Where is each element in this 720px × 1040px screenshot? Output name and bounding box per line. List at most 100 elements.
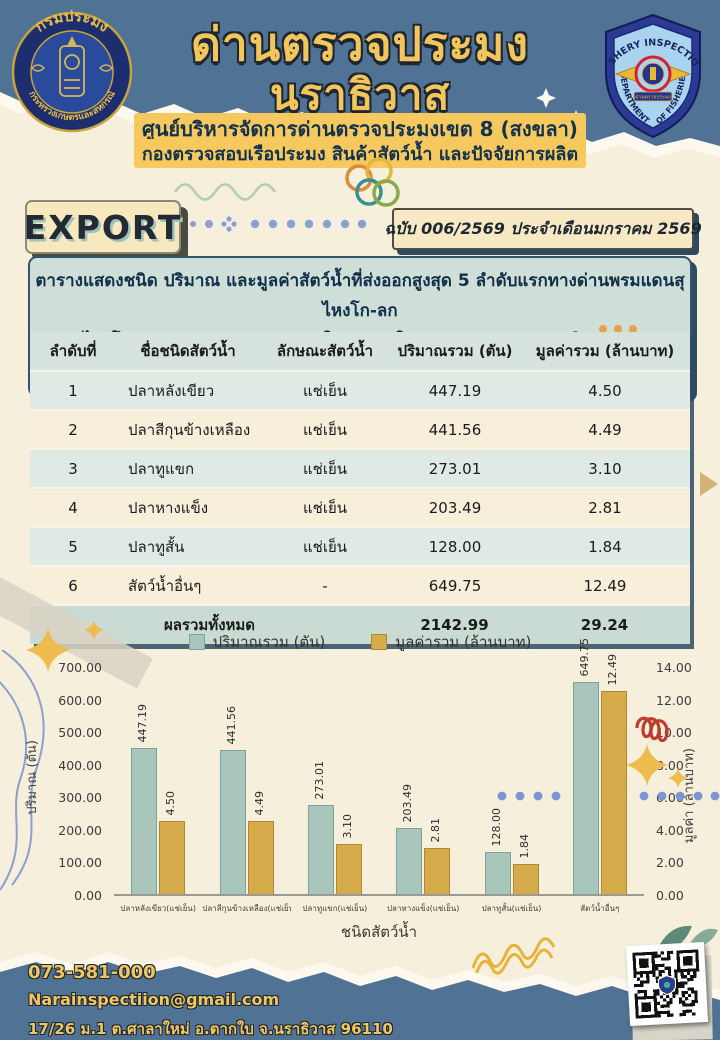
- bar-quantity: [396, 828, 422, 894]
- y-axis-tick-left: 0.00: [74, 888, 102, 903]
- y-axis-tick-right: 2.00: [656, 855, 684, 871]
- table-row: 4 ปลาหางแข็ง แช่เย็น 203.49 2.81: [30, 487, 690, 527]
- department-of-fisheries-logo: กรมประมง กระทรวงเกษตรและสหกรณ์: [10, 10, 134, 134]
- x-axis-category-label: ปลาหลังเขียว(แช่เย็น): [120, 904, 196, 913]
- cell-condition: แช่เย็น: [260, 526, 390, 566]
- bar-value-label: 2.81: [429, 817, 442, 843]
- column-header: ลักษณะสัตว์น้ำ: [260, 332, 390, 371]
- cell-no: 4: [30, 487, 116, 527]
- cell-no: 5: [30, 526, 116, 566]
- issue-number-box: ฉบับ 006/2569 ประจำเดือนมกราคม 2569: [384, 208, 702, 250]
- legend-label: มูลค่ารวม (ล้านบาท): [395, 633, 532, 651]
- cell-quantity: 203.49: [390, 487, 520, 527]
- table-row: 3 ปลาทูแขก แช่เย็น 273.01 3.10: [30, 448, 690, 488]
- description-line1: ตารางแสดงชนิด ปริมาณ และมูลค่าสัตว์น้ำที…: [35, 271, 685, 321]
- legend-swatch-icon: [188, 634, 205, 650]
- header: ด่านตรวจประมง นราธิวาส ศูนย์บริหารจัดการ…: [0, 0, 720, 175]
- bar-value-label: 441.56: [225, 705, 238, 745]
- legend-swatch-icon: [371, 634, 388, 650]
- table-row: 2 ปลาสีกุนข้างเหลือง แช่เย็น 441.56 4.49: [30, 409, 690, 449]
- footer-email: Narainspectiion@gmail.com: [28, 990, 280, 1009]
- column-header: ชื่อชนิดสัตว์น้ำ: [116, 332, 260, 371]
- cell-condition: -: [260, 565, 390, 605]
- y-axis-tick-left: 400.00: [58, 757, 102, 773]
- page-title-line2: นราธิวาส: [269, 70, 451, 119]
- x-axis-category-label: ปลาทูแขก(แช่เย็น): [302, 904, 368, 913]
- cell-species-name: ปลาหลังเขียว: [116, 370, 260, 410]
- fishery-inspection-badge: FISHERY INSPECTION DEPARTMENT OF FISHERI…: [598, 12, 708, 140]
- bar-value-label: 1.84: [518, 833, 531, 859]
- legend-item: มูลค่ารวม (ล้านบาท): [371, 630, 531, 654]
- x-axis-category-label: สัตว์น้ำอื่นๆ: [580, 904, 620, 913]
- table-body: 1 ปลาหลังเขียว แช่เย็น 447.19 4.50 2 ปลาสีกุนข…: [30, 370, 690, 605]
- x-axis-category-label: ปลาทูสั้น(แช่เย็น): [481, 904, 542, 913]
- x-axis-category-label: ปลาหางแข็ง(แช่เย็น): [386, 904, 460, 913]
- swirl-lines-icon: [0, 650, 45, 891]
- y-axis-tick-right: 4.00: [656, 822, 684, 838]
- bar-value-label: 203.49: [401, 783, 414, 823]
- cell-species-name: ปลาทูสั้น: [116, 526, 260, 566]
- legend-label: ปริมาณรวม (ตัน): [212, 633, 326, 651]
- cell-species-name: สัตว์น้ำอื่นๆ: [116, 565, 260, 605]
- cell-value: 4.49: [520, 409, 690, 449]
- bar-value: [513, 864, 539, 894]
- legend-item: ปริมาณรวม (ตัน): [188, 630, 326, 654]
- total-value: 29.24: [520, 604, 690, 644]
- badge-ribbon-text: ด่านตรวจประมง: [635, 95, 671, 101]
- footer-address: 17/26 ม.1 ต.ศาลาใหม่ อ.ตากใบ จ.นราธิวาส …: [28, 1020, 393, 1038]
- spiral-icon: [635, 716, 669, 742]
- bar-value: [248, 821, 274, 894]
- dots-row-icon: [190, 216, 367, 232]
- sparkle-icon: [84, 620, 104, 640]
- sparkle-icon: [626, 744, 668, 786]
- cell-quantity: 649.75: [390, 565, 520, 605]
- cell-condition: แช่เย็น: [260, 370, 390, 410]
- bar-value-label: 4.49: [253, 790, 266, 816]
- export-data-table: ลำดับที่ ชื่อชนิดสัตว์น้ำ ลักษณะสัตว์น้ำ ปร…: [30, 332, 690, 644]
- badge-center-emblem-icon: [650, 67, 656, 80]
- cell-value: 12.49: [520, 565, 690, 605]
- bar-quantity: [485, 852, 511, 894]
- orange-dots-icon: [599, 325, 637, 333]
- y-axis-tick-right: 14.00: [656, 660, 692, 675]
- y-axis-tick-left: 200.00: [58, 822, 102, 838]
- bar-value-label: 12.49: [606, 653, 619, 686]
- cell-no: 2: [30, 409, 116, 449]
- y-axis-tick-right: 12.00: [656, 692, 692, 708]
- bar-value-label: 4.50: [164, 790, 177, 816]
- sparkle-icon: [536, 88, 556, 108]
- cell-value: 2.81: [520, 487, 690, 527]
- bar-value: [424, 848, 450, 894]
- cell-value: 3.10: [520, 448, 690, 488]
- bar-quantity: [131, 748, 157, 894]
- cell-quantity: 128.00: [390, 526, 520, 566]
- cell-condition: แช่เย็น: [260, 487, 390, 527]
- cell-quantity: 273.01: [390, 448, 520, 488]
- export-bar-chart: ปริมาณรวม (ตัน) มูลค่ารวม (ล้านบาท) ปริมา…: [18, 620, 702, 952]
- knot-icon: [345, 157, 400, 207]
- bar-value: [159, 821, 185, 894]
- cell-species-name: ปลาทูแขก: [116, 448, 260, 488]
- table-row: 5 ปลาทูสั้น แช่เย็น 128.00 1.84: [30, 526, 690, 566]
- wave-icon: [173, 183, 277, 201]
- y-axis-tick-left: 600.00: [58, 692, 102, 708]
- cell-condition: แช่เย็น: [260, 409, 390, 449]
- cell-condition: แช่เย็น: [260, 448, 390, 488]
- total-quantity: 2142.99: [390, 604, 520, 644]
- column-header: ลำดับที่: [30, 332, 116, 371]
- y-axis-tick-left: 700.00: [58, 660, 102, 675]
- bar-value: [601, 691, 627, 894]
- table-row: 1 ปลาหลังเขียว แช่เย็น 447.19 4.50: [30, 370, 690, 410]
- cell-quantity: 447.19: [390, 370, 520, 410]
- table-header-row: ลำดับที่ ชื่อชนิดสัตว์น้ำ ลักษณะสัตว์น้ำ ปร…: [30, 332, 690, 371]
- y-axis-tick-right: 8.00: [656, 757, 684, 773]
- cell-quantity: 441.56: [390, 409, 520, 449]
- cell-no: 3: [30, 448, 116, 488]
- footer-phone: 073-581-000: [28, 962, 156, 983]
- tan-arrow-icon: [700, 472, 718, 496]
- x-axis-category-label: ปลาสีกุนข้างเหลือง(แช่เย็น): [202, 904, 291, 913]
- qr-code: [632, 949, 701, 1019]
- bar-value-label: 3.10: [341, 813, 354, 839]
- chart-legend: ปริมาณรวม (ตัน) มูลค่ารวม (ล้านบาท): [18, 630, 702, 654]
- column-header: มูลค่ารวม (ล้านบาท): [520, 332, 690, 371]
